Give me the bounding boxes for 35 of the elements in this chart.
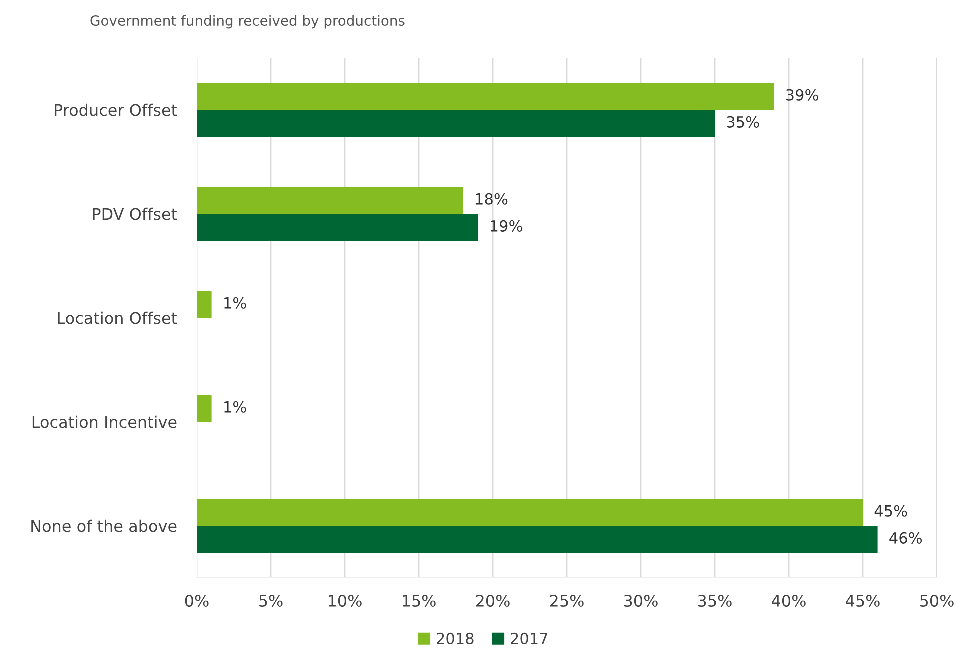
x-tick-label: 0%: [185, 594, 209, 608]
data-label: 1%: [224, 401, 246, 413]
x-tick-label: 15%: [403, 594, 436, 608]
y-tick-label: Producer Offset: [55, 104, 178, 116]
data-label: 35%: [727, 116, 760, 128]
bar: [197, 82, 774, 110]
legend-label: 2017: [511, 632, 548, 644]
x-tick-label: 30%: [624, 594, 658, 608]
bar: [197, 526, 878, 554]
x-tick-label: 25%: [550, 594, 584, 608]
data-label: 39%: [786, 89, 818, 101]
x-tick-label: 50%: [920, 594, 954, 608]
bar: [197, 214, 478, 242]
bar: [197, 110, 715, 138]
y-tick-label: None of the above: [32, 520, 177, 532]
x-tick-label: 5%: [260, 594, 283, 608]
bar: [197, 186, 464, 214]
y-tick-label: Location Offset: [58, 312, 178, 324]
bar: [197, 498, 863, 526]
x-tick-label: 35%: [698, 594, 732, 608]
bar: [197, 290, 212, 318]
legend-label: 2018: [437, 632, 474, 644]
x-tick-label: 10%: [329, 594, 362, 608]
data-label: 18%: [476, 193, 508, 205]
y-tick-label: Location Incentive: [32, 416, 177, 428]
x-tick-label: 40%: [772, 594, 806, 608]
x-tick-label: 45%: [846, 594, 880, 608]
data-label: 1%: [224, 297, 246, 309]
y-tick-label: PDV Offset: [93, 208, 178, 220]
x-tick-label: 20%: [476, 594, 510, 608]
data-label: 46%: [890, 532, 922, 544]
chart-title: Government funding received by productions: [90, 15, 405, 29]
data-label: 45%: [874, 505, 908, 517]
data-label: 19%: [490, 220, 522, 232]
bar: [197, 394, 212, 422]
